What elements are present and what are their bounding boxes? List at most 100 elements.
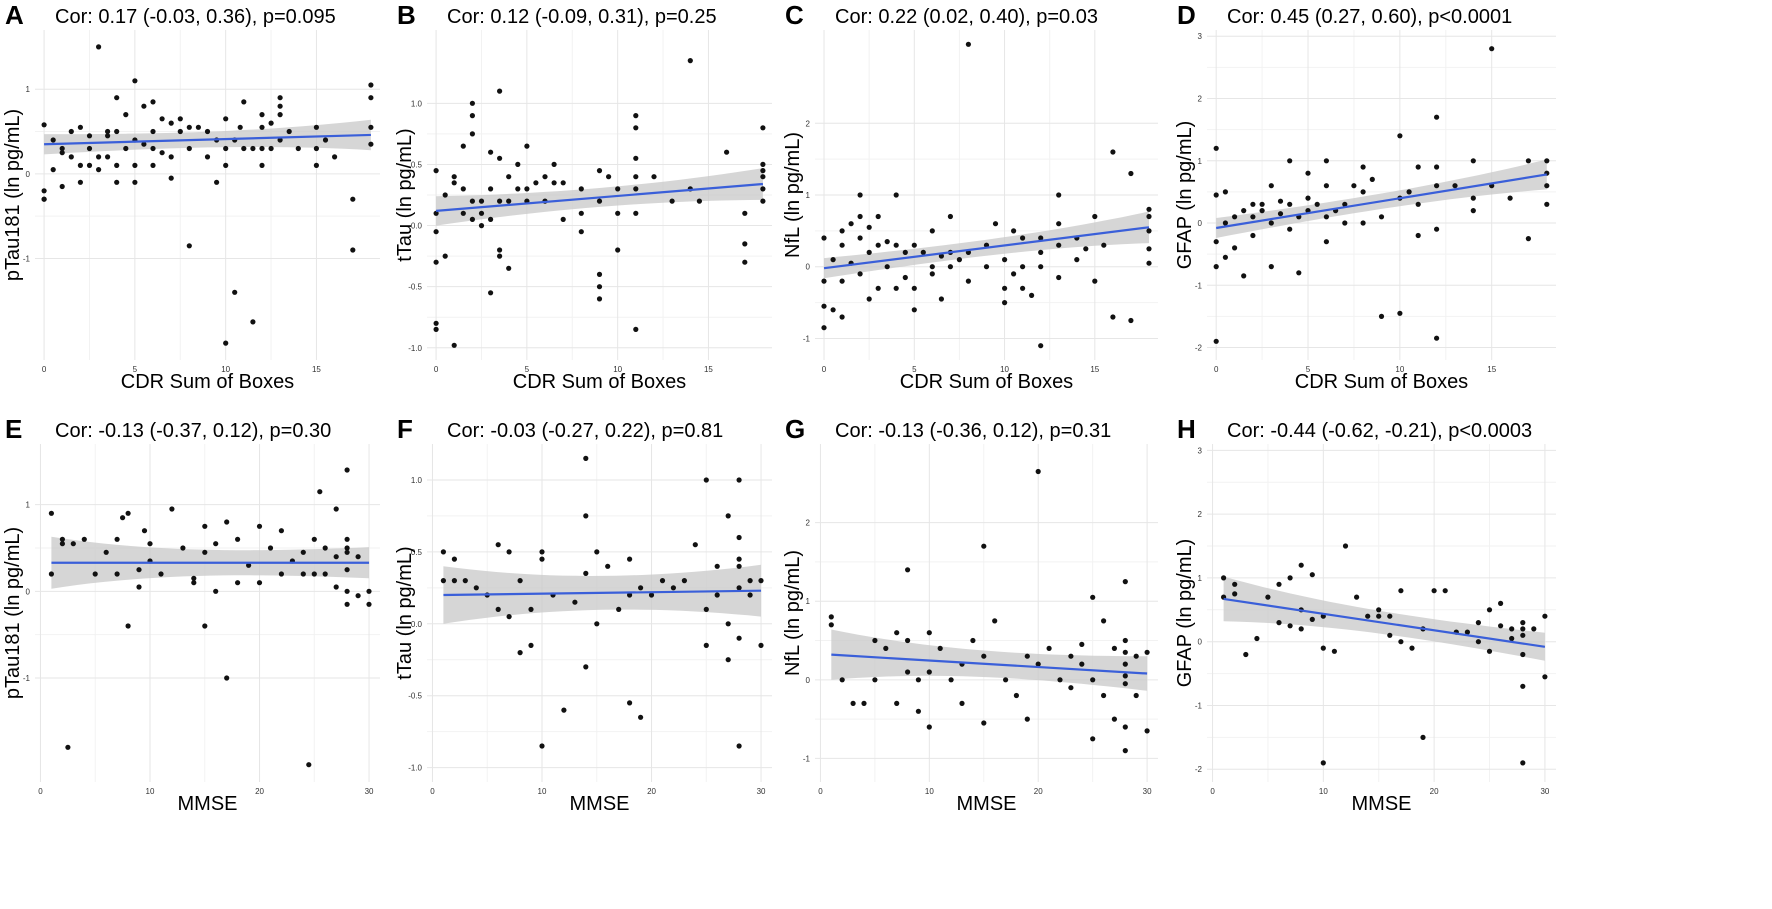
data-point [191,575,197,581]
data-point [551,161,557,167]
y-tick-label: -2 [1195,765,1203,774]
data-point [1146,260,1152,266]
data-point [884,239,890,245]
data-point [616,606,622,613]
data-point [692,542,698,548]
data-point [451,556,457,562]
data-point [355,593,361,599]
plot-area [35,30,380,360]
y-axis-label: pTau181 (ln pg/mL) [2,109,24,281]
data-point [1020,285,1026,291]
y-axis-label: NfL (ln pg/mL) [782,132,804,258]
panel-h: 0 10 20 30 -2 -1 0 1 2 3H Cor: -0.44 (-0.62, -0.21… [1174,414,1556,815]
data-point [96,167,102,173]
data-point [659,578,666,584]
data-point [1111,716,1117,722]
data-point [1434,183,1440,189]
data-point [857,213,863,220]
regression-line [1216,173,1547,230]
data-point [670,585,677,591]
data-point [1415,164,1421,170]
data-point [105,133,111,139]
data-point [1056,242,1062,248]
data-point [1470,208,1476,214]
data-point [59,541,65,547]
x-axis-label: MMSE [1352,793,1412,815]
y-axis-label: tTau (ln pg/mL) [394,546,416,679]
y-tick-label: -0.5 [408,692,422,701]
data-point [488,186,494,192]
data-point [517,650,523,656]
data-point [1544,183,1550,189]
data-point [915,708,922,714]
data-point [615,186,621,192]
data-point [893,242,899,248]
data-point [758,642,764,649]
data-point [223,145,229,152]
data-point [1525,236,1531,242]
data-point [926,630,932,636]
regression-line [831,653,1148,675]
data-point [1111,645,1117,652]
data-point [368,124,374,130]
data-point [1544,201,1550,207]
data-point [1011,271,1017,277]
data-point [460,143,466,149]
data-point [1314,201,1320,207]
x-axis-label: CDR Sum of Boxes [900,371,1073,393]
data-point [839,242,845,248]
panel-c: 0 5 10 15 -1 0 1 2 C Cor: 0.22 (0.02, 0.40), p=0.… [782,0,1158,393]
data-point [1376,613,1382,619]
data-point [1489,46,1495,52]
data-point [1213,338,1219,344]
data-point [278,571,284,577]
data-point [970,637,976,644]
confidence-band [831,629,1148,691]
data-point [300,571,306,577]
data-point [311,571,317,577]
data-point [578,186,584,192]
data-point [633,113,639,119]
data-point [1287,575,1293,581]
data-point [232,289,238,295]
data-point [742,259,748,265]
data-point [821,325,827,331]
data-point [495,542,501,548]
data-point [1079,661,1085,667]
x-tick-label: 20 [647,787,656,796]
y-tick-label: 1 [26,501,31,510]
data-point [633,174,639,180]
data-point [1222,220,1228,226]
y-tick-label: 0 [806,263,811,272]
y-tick-label: 3 [1198,32,1203,41]
data-point [1029,292,1035,298]
data-point [123,145,129,152]
panel-letter: H [1177,414,1196,444]
data-point [322,571,328,577]
data-point [186,145,192,152]
x-tick-label: 30 [1143,787,1152,796]
data-point [1507,195,1513,201]
data-point [1544,158,1550,164]
data-point [1287,201,1293,207]
data-point [703,642,709,649]
data-point [893,192,899,198]
x-tick-label: 15 [704,365,713,374]
data-point [1276,620,1282,626]
data-point [213,588,219,594]
data-point [1056,221,1062,227]
data-point [1298,626,1304,632]
data-point [1369,176,1375,182]
data-point [451,578,457,584]
data-point [478,210,485,216]
data-point [195,124,201,130]
data-point [515,186,521,192]
data-point [1498,623,1504,629]
data-point [65,744,71,750]
data-point [105,154,111,160]
data-point [1146,206,1152,212]
data-point [627,700,633,706]
data-point [633,125,639,131]
data-point [1128,317,1134,324]
data-point [41,196,47,202]
